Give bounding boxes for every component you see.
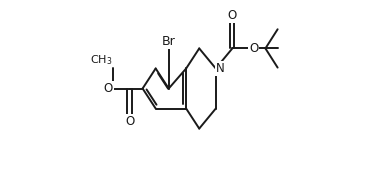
Text: N: N (216, 62, 225, 75)
Text: O: O (125, 115, 134, 128)
Text: O: O (228, 9, 237, 22)
Text: O: O (249, 42, 258, 55)
Text: O: O (104, 82, 113, 95)
Text: CH$_3$: CH$_3$ (90, 53, 112, 67)
Text: Br: Br (162, 35, 176, 48)
